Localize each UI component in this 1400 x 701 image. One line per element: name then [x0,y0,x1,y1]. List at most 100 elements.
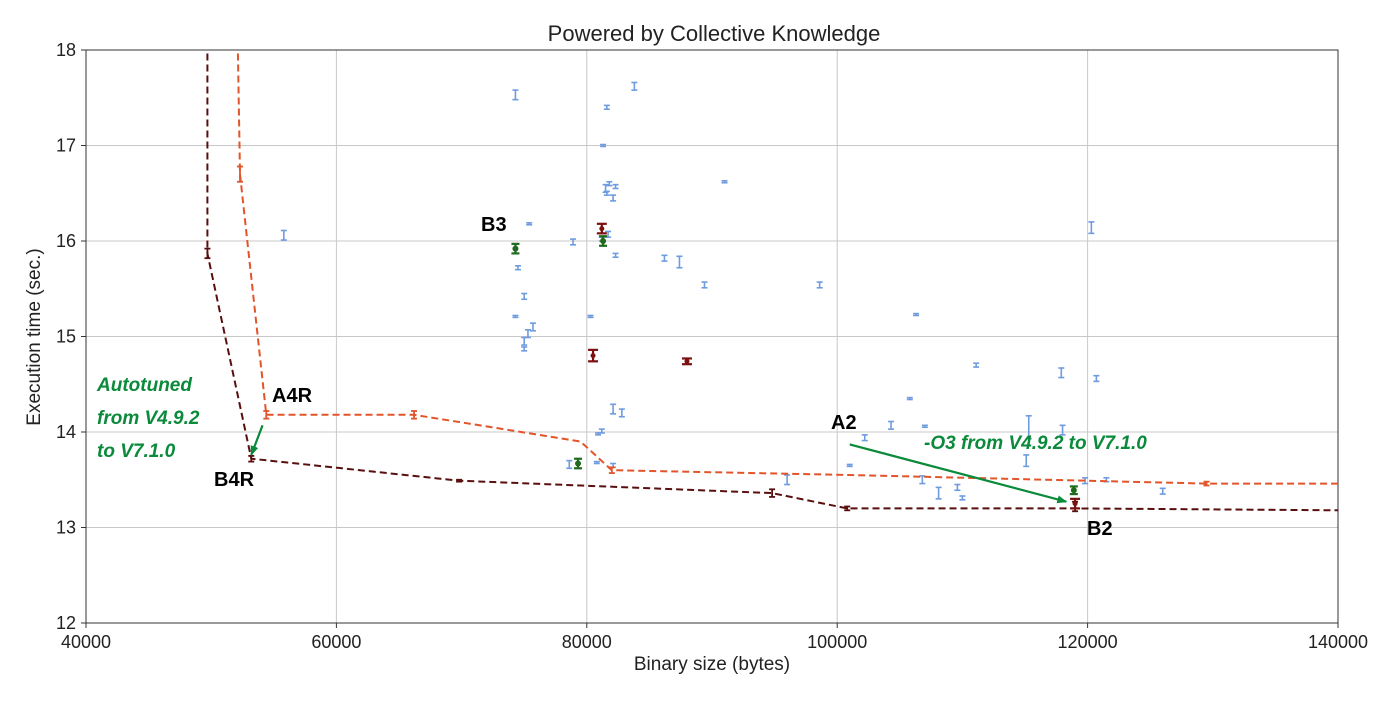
axes: 40000 60000 80000 100000 120000 140000 12 13 14 1… [56,40,1368,652]
plot-area [204,50,1338,513]
frontier_b-point [248,454,255,463]
annotation-arrow [849,443,1068,504]
cloud-point [959,495,966,501]
highlight-green-marker [575,460,582,467]
highlight-dark-marker [599,226,605,232]
cloud-point [1088,221,1095,235]
grid [85,49,1339,624]
cloud-point [512,314,519,319]
frontier_a-point [1203,480,1210,487]
cloud-point [661,254,668,262]
x-axis-label: Binary size (bytes) [634,654,790,675]
y-axis-label: Execution time (sec.) [24,248,45,425]
cloud-point [529,322,536,332]
cloud-point [846,463,853,468]
y-tick-label: 13 [56,518,76,538]
cloud-point [921,424,928,429]
cloud-point [610,403,617,415]
annotations: B3 A4R B4R A2 B2 Autotuned from V4.9.2 to V7.1.… [96,214,1147,540]
y-tick-label: 16 [56,231,76,251]
annotation-auto1: Autotuned [96,375,192,396]
cloud-point [512,89,519,101]
cloud-point [606,180,613,187]
cloud-point [603,190,610,196]
frontier_b-point [204,247,211,260]
cloud-point [1025,414,1032,440]
cloud-point [526,222,533,226]
annotation-a4r: A4R [272,385,313,407]
chart-title: Powered by Collective Knowledge [548,21,881,46]
cloud-point [906,396,913,401]
highlight-green-marker [600,238,607,244]
y-tick-label: 14 [56,422,76,442]
highlight-dark-marker [684,358,690,364]
annotation-auto2: from V4.9.2 [97,408,200,429]
cloud-point [816,281,823,289]
cloud-point [721,180,728,184]
cloud-point [595,432,602,436]
cloud-point [861,434,868,442]
y-tick-label: 12 [56,613,76,633]
cloud-point [676,255,683,269]
annotation-a2: A2 [831,412,857,434]
frontier_b-point [844,505,851,512]
cloud-point [570,238,577,246]
cloud-point [913,312,920,317]
cloud-point [1023,454,1030,468]
cloud-point [1059,424,1066,436]
cloud-point [521,336,528,346]
cloud-point [521,292,528,301]
cloud-point [514,265,521,271]
cloud-point [954,483,961,492]
data-series [204,50,1338,513]
y-tick-label: 17 [56,136,76,156]
cloud-point [603,104,610,111]
y-tick-label: 15 [56,327,76,347]
x-tick-label: 140000 [1308,632,1368,652]
cloud-point [610,194,617,202]
x-tick-label: 100000 [807,632,867,652]
cloud-point [593,460,600,465]
annotation-b2: B2 [1087,518,1113,540]
cloud-point [631,81,638,91]
cloud-point [888,420,895,430]
frontier_b-point [769,488,776,498]
plot-frame [85,49,1339,624]
frontier_a-point [236,165,243,183]
cloud-point [618,408,625,418]
x-tick-label: 40000 [61,632,111,652]
cloud-point [521,346,528,352]
highlight-dark-marker [1072,501,1078,507]
cloud-point [1058,367,1065,379]
annotation-o3: -O3 from V4.9.2 to V7.1.0 [924,433,1147,454]
cloud-point [973,362,980,368]
frontier_a-line [236,50,1338,485]
frontier_b-point [456,478,463,483]
frontier_a-point [608,466,615,474]
cloud-point [1093,374,1100,383]
cloud-point [784,474,791,486]
cloud-point [1159,487,1166,495]
cloud-point [612,183,619,190]
x-tick-label: 60000 [311,632,361,652]
cloud-point [701,281,708,289]
frontier_a-point [263,410,270,420]
highlight-dark-marker [590,353,596,359]
annotation-b3: B3 [481,214,507,236]
annotation-auto3: to V7.1.0 [97,441,176,462]
highlight-green-marker [1070,487,1077,494]
cloud-point [587,314,594,319]
cloud-point [280,229,287,241]
annotation-b4r: B4R [214,469,255,491]
cloud-point [612,252,619,259]
cloud-point [600,143,607,148]
x-tick-label: 80000 [562,632,612,652]
y-tick-label: 18 [56,40,76,60]
annotation-arrow [250,424,264,456]
highlight-green-marker [512,245,519,252]
frontier_b-line [206,50,1338,512]
cloud-point [566,459,573,470]
frontier_a-point [411,410,418,420]
